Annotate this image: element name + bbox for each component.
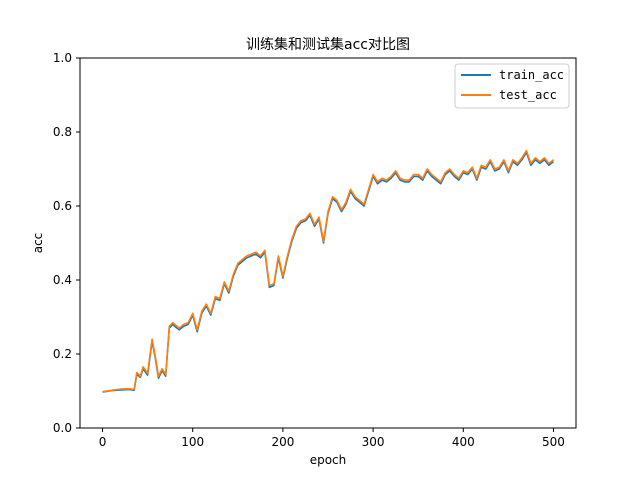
x-tick-label: 100 [181,435,204,449]
y-tick-label: 0.4 [53,273,72,287]
legend-label-test-acc: test_acc [499,88,557,102]
x-tick-label: 500 [542,435,565,449]
series-line-test-acc [102,149,554,393]
x-tick-label: 400 [452,435,475,449]
y-tick-label: 0.2 [53,347,72,361]
x-tick-label: 200 [271,435,294,449]
tick-layer: 0 100 200 300 400 500 0.0 0.2 0.4 0.6 0.8 1.0 [53,51,565,449]
x-tick-label: 0 [99,435,107,449]
y-axis-label: acc [31,233,45,254]
x-tick-label: 300 [362,435,385,449]
y-tick-label: 0.0 [53,421,72,435]
y-tick-label: 0.6 [53,199,72,213]
plot-layer [102,149,555,393]
legend: train_acc test_acc [454,63,570,109]
y-tick-label: 0.8 [53,125,72,139]
chart-title: 训练集和测试集acc对比图 [246,36,410,53]
axes-frame [79,57,577,429]
legend-label-train-acc: train_acc [499,68,564,82]
y-tick-label: 1.0 [53,51,72,65]
x-axis-label: epoch [310,453,347,467]
